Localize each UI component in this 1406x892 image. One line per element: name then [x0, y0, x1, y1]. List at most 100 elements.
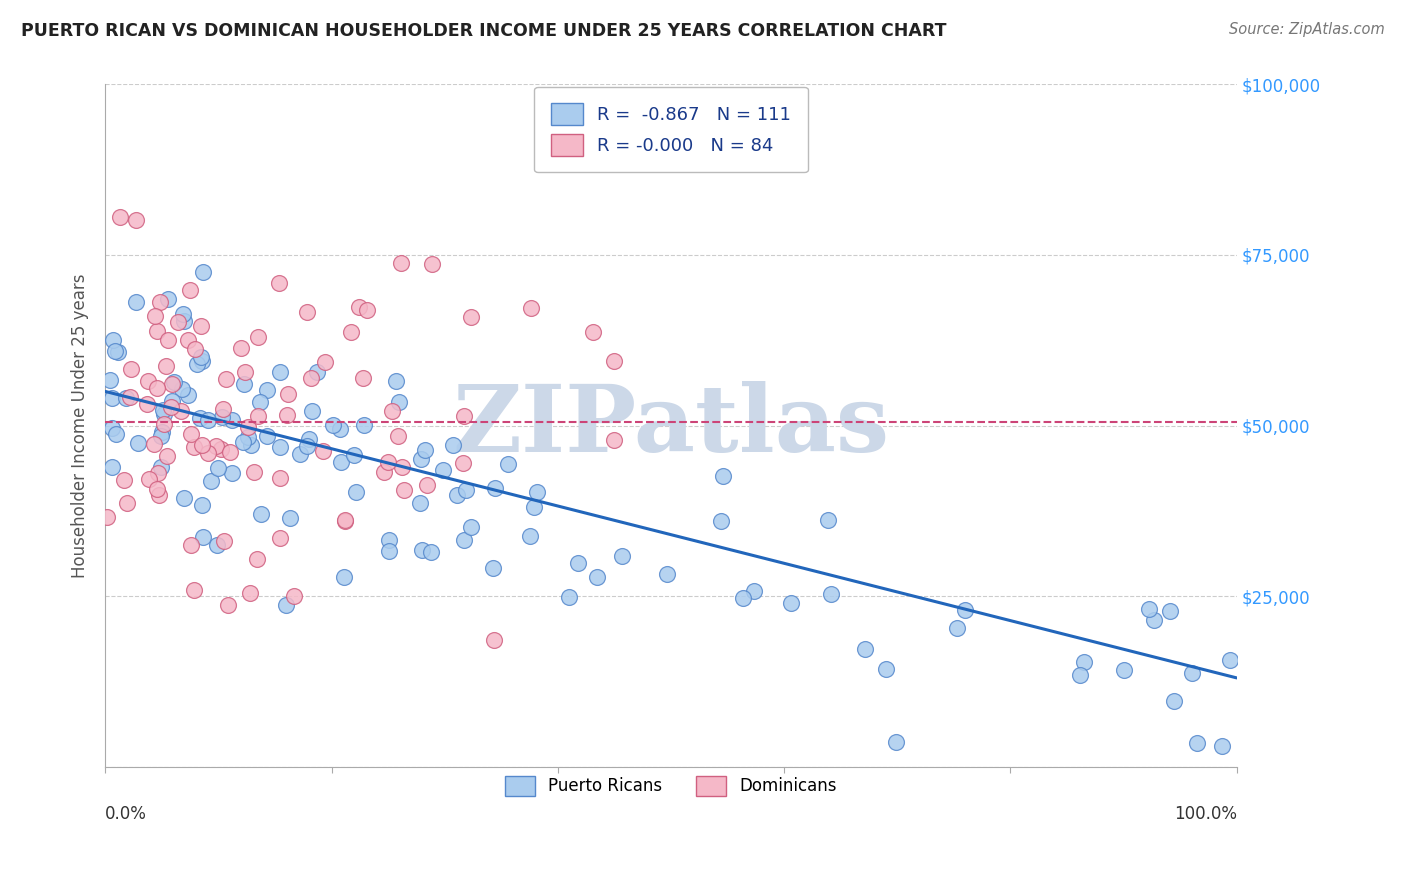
Point: [233, 365, 256, 379]
Point: [381, 404, 404, 418]
Point: [103, 343, 125, 358]
Point: [246, 552, 269, 566]
Point: [388, 395, 411, 409]
Point: [191, 354, 214, 368]
Point: [160, 377, 183, 392]
Point: [149, 429, 172, 443]
Point: [612, 549, 634, 563]
Point: [239, 586, 262, 600]
Point: [344, 485, 367, 500]
Point: [107, 345, 129, 359]
Point: [250, 507, 273, 521]
Point: [146, 324, 169, 338]
Point: [288, 447, 311, 461]
Point: [115, 496, 138, 510]
Point: [384, 374, 406, 388]
Point: [283, 589, 305, 603]
Point: [138, 472, 160, 486]
Point: [157, 292, 180, 306]
Point: [98, 373, 121, 387]
Point: [183, 582, 205, 597]
Point: [191, 499, 214, 513]
Point: [453, 409, 475, 423]
Point: [432, 463, 454, 477]
Point: [456, 483, 478, 497]
Point: [333, 513, 356, 527]
Point: [295, 439, 318, 453]
Point: [105, 427, 128, 442]
Point: [136, 374, 159, 388]
Point: [377, 544, 399, 558]
Point: [409, 451, 432, 466]
Point: [411, 543, 433, 558]
Point: [193, 530, 215, 544]
Point: [243, 465, 266, 479]
Point: [100, 392, 122, 406]
Point: [211, 409, 233, 424]
Point: [205, 440, 228, 454]
Text: Source: ZipAtlas.com: Source: ZipAtlas.com: [1229, 22, 1385, 37]
Point: [356, 303, 378, 318]
Point: [143, 436, 166, 450]
Point: [333, 570, 356, 584]
Point: [186, 357, 208, 371]
Point: [446, 487, 468, 501]
Point: [136, 397, 159, 411]
Point: [567, 556, 589, 570]
Point: [166, 315, 188, 329]
Point: [108, 210, 131, 224]
Point: [190, 350, 212, 364]
Point: [229, 341, 252, 355]
Point: [394, 483, 416, 497]
Point: [526, 485, 548, 500]
Point: [205, 538, 228, 552]
Text: PUERTO RICAN VS DOMINICAN HOUSEHOLDER INCOME UNDER 25 YEARS CORRELATION CHART: PUERTO RICAN VS DOMINICAN HOUSEHOLDER IN…: [21, 22, 946, 40]
Point: [267, 276, 290, 290]
Point: [710, 514, 733, 528]
Point: [183, 343, 205, 357]
Point: [191, 265, 214, 279]
Point: [419, 545, 441, 559]
Point: [451, 456, 474, 470]
Point: [1143, 613, 1166, 627]
Point: [156, 450, 179, 464]
Point: [232, 434, 254, 449]
Point: [148, 466, 170, 480]
Point: [496, 457, 519, 471]
Point: [212, 534, 235, 549]
Point: [115, 391, 138, 405]
Point: [353, 417, 375, 432]
Point: [657, 566, 679, 581]
Point: [200, 475, 222, 489]
Point: [197, 446, 219, 460]
Point: [101, 459, 124, 474]
Point: [143, 309, 166, 323]
Point: [558, 590, 581, 604]
Point: [945, 621, 967, 635]
Point: [170, 382, 193, 396]
Point: [209, 442, 232, 456]
Point: [163, 375, 186, 389]
Point: [415, 442, 437, 457]
Point: [711, 469, 734, 483]
Point: [172, 307, 194, 321]
Point: [522, 500, 544, 514]
Point: [298, 432, 321, 446]
Point: [269, 440, 291, 454]
Text: 0.0%: 0.0%: [105, 805, 148, 823]
Point: [152, 403, 174, 417]
Point: [240, 438, 263, 452]
Point: [314, 355, 336, 369]
Point: [322, 418, 344, 433]
Point: [127, 435, 149, 450]
Point: [157, 333, 180, 347]
Point: [256, 429, 278, 443]
Point: [221, 412, 243, 426]
Point: [953, 603, 976, 617]
Point: [875, 662, 897, 676]
Point: [1069, 667, 1091, 681]
Point: [453, 533, 475, 548]
Point: [179, 283, 201, 297]
Point: [408, 496, 430, 510]
Point: [170, 404, 193, 418]
